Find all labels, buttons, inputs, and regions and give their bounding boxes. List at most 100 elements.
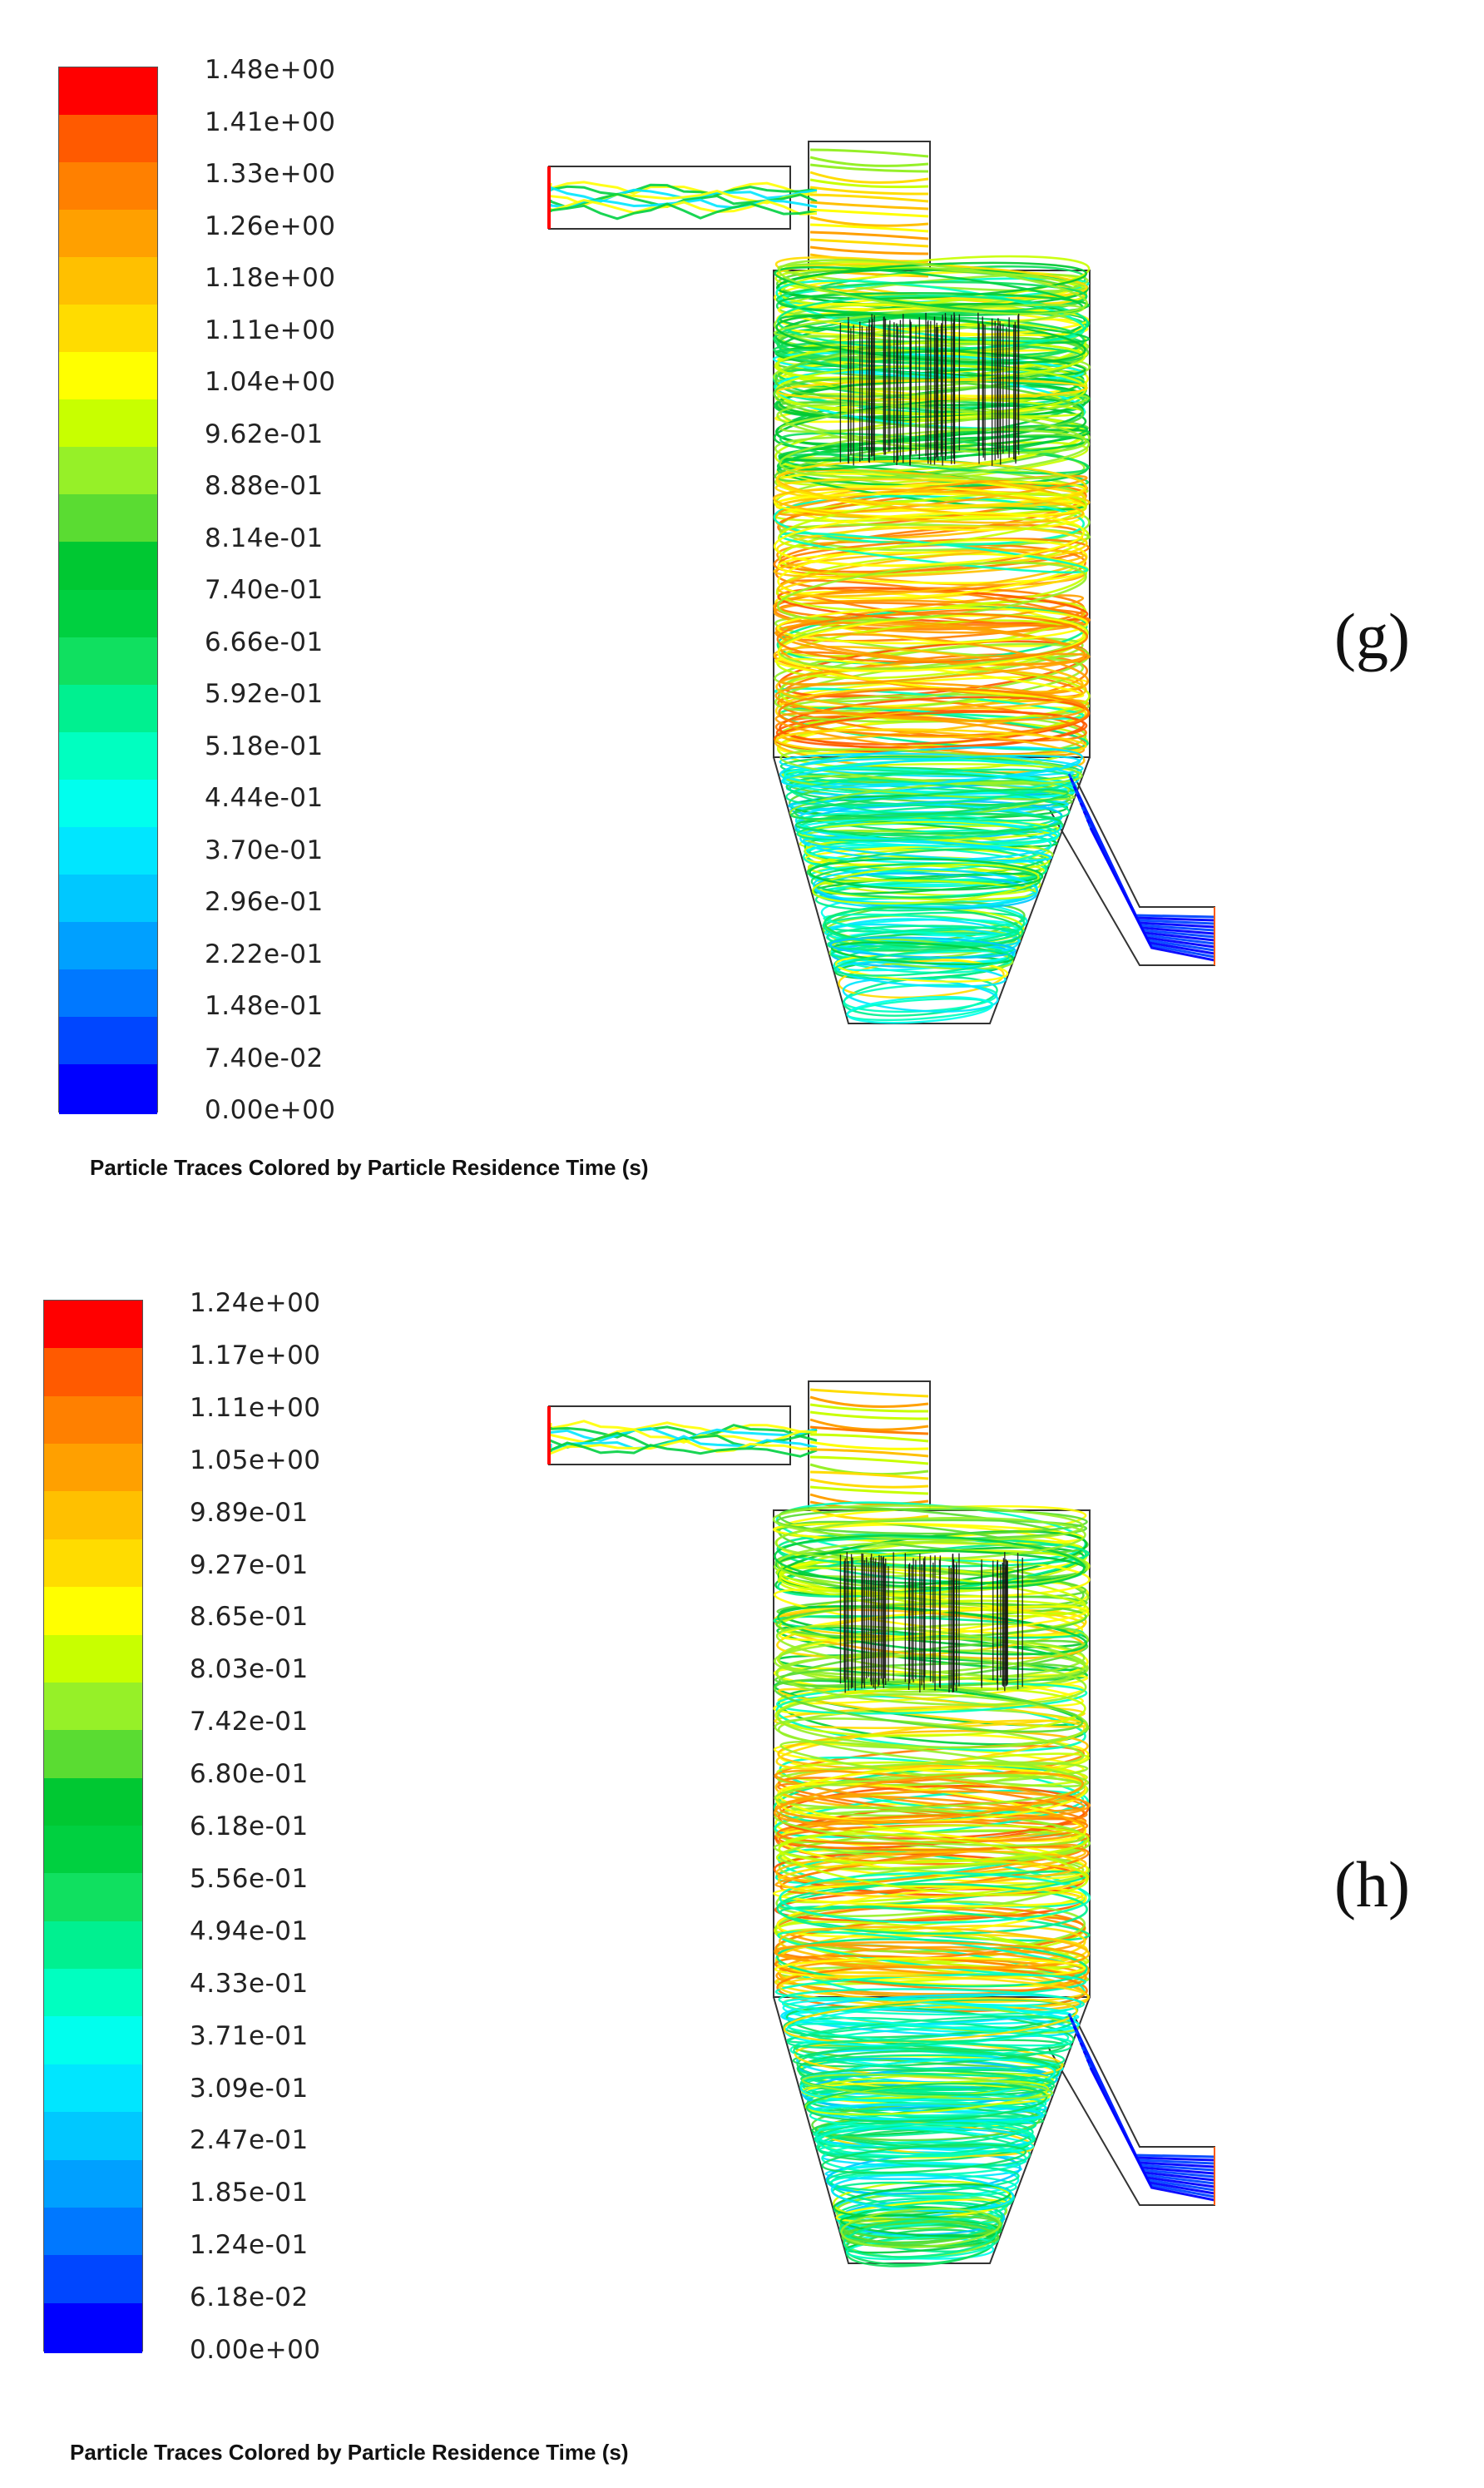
colorbar-segment	[44, 1682, 142, 1732]
swirl-trace	[809, 1448, 929, 1458]
swirl-trace	[809, 857, 1044, 891]
colorbar-tick-label: 8.88e-01	[205, 471, 324, 501]
colorbar-tick-label: 0.00e+00	[190, 2335, 321, 2365]
swirl-trace	[809, 216, 929, 227]
swirl-trace	[789, 796, 1069, 814]
colorbar-tick-label: 2.22e-01	[205, 939, 324, 969]
colorbar-tick-label: 1.33e+00	[205, 159, 336, 189]
colorbar-tick-label: 6.18e-02	[190, 2282, 309, 2313]
swirl-trace	[809, 178, 929, 189]
swirl-trace	[821, 2144, 1027, 2174]
colorbar-segment	[44, 1730, 142, 1781]
colorbar-segment	[44, 1491, 142, 1542]
swirl-trace	[781, 1997, 1081, 2031]
colorbar-tick-label: 2.47e-01	[190, 2125, 309, 2156]
outlet-particle-trace	[1072, 2025, 1215, 2168]
colorbar-segment	[59, 257, 157, 307]
colorbar-segment	[59, 399, 157, 449]
outlet-particle-trace	[1067, 773, 1215, 919]
colorbar-tick-label: 2.96e-01	[205, 887, 324, 917]
swirl-trace	[780, 755, 1081, 789]
outlet-particle-trace	[1074, 2030, 1215, 2172]
colorbar-segment	[44, 1969, 142, 2019]
colorbar-tick-label: 5.92e-01	[205, 679, 324, 709]
swirl-trace	[809, 163, 929, 173]
colorbar-segment	[44, 2207, 142, 2258]
outlet-particle-trace	[1076, 794, 1215, 935]
swirl-trace	[805, 2082, 1048, 2123]
colorbar-segment	[59, 542, 157, 592]
colorbar-segment	[44, 1777, 142, 1828]
outlet-particle-trace	[1089, 827, 1215, 962]
swirl-trace	[809, 1418, 929, 1431]
colorbar-segment	[59, 447, 157, 497]
cyclone-particle-traces-g	[547, 141, 1215, 1024]
colorbar-tick-label: 8.65e-01	[190, 1602, 309, 1633]
colorbar-tick-label: 3.70e-01	[205, 835, 324, 865]
swirl-trace	[809, 1410, 929, 1420]
swirl-trace	[775, 728, 1087, 757]
colorbar-tick-label: 1.48e-01	[205, 991, 324, 1021]
colorbar-tick-label: 1.26e+00	[205, 211, 336, 241]
swirl-trace	[777, 295, 1089, 350]
colorbar-tick-label: 1.04e+00	[205, 367, 336, 397]
swirl-trace	[809, 1403, 929, 1413]
colorbar-tick-label: 3.71e-01	[190, 2020, 309, 2051]
colorbar-segment	[59, 1063, 157, 1114]
colorbar-segment	[44, 2159, 142, 2210]
colorbar-segment	[44, 1444, 142, 1494]
colorbar-tick-label: 6.66e-01	[205, 627, 324, 657]
swirl-trace	[809, 223, 929, 233]
inlet-particle-trace	[549, 1424, 818, 1439]
swirl-trace	[779, 748, 1083, 786]
colorbar-tick-label: 1.17e+00	[190, 1340, 321, 1370]
swirl-trace	[778, 687, 1090, 737]
colorbar-segment	[44, 2112, 142, 2163]
colorbar-segment	[59, 826, 157, 877]
colorbar-ticks-g: 1.48e+00 1.41e+00 1.33e+00 1.26e+00 1.18e+00…	[205, 55, 371, 1125]
colorbar-segment	[59, 115, 157, 165]
swirl-trace	[813, 868, 1039, 909]
swirl-trace	[778, 1832, 1089, 1896]
swirl-trace	[809, 171, 929, 184]
swirl-trace	[773, 1885, 1085, 1908]
inlet-particle-trace	[549, 202, 818, 221]
colorbar-tick-label: 9.62e-01	[205, 419, 324, 449]
swirl-trace	[775, 459, 1088, 507]
swirl-trace	[776, 379, 1088, 401]
swirl-trace	[779, 1790, 1091, 1824]
colorbar-tick-label: 1.85e-01	[190, 2178, 309, 2208]
colorbar-tick-label: 7.42e-01	[190, 1707, 309, 1737]
swirl-trace	[777, 492, 1088, 551]
swirl-trace	[816, 2123, 1034, 2158]
swirl-trace	[776, 1693, 1089, 1749]
swirl-trace	[774, 1806, 1086, 1847]
swirl-trace	[779, 255, 1091, 307]
swirl-trace	[830, 941, 1015, 965]
swirl-trace	[774, 1957, 1086, 1980]
swirl-trace	[785, 2005, 1075, 2052]
colorbar-segment	[44, 1539, 142, 1589]
swirl-trace	[774, 1687, 1086, 1737]
swirl-trace	[821, 2141, 1027, 2176]
swirl-trace	[776, 561, 1087, 622]
swirl-trace	[793, 2039, 1066, 2071]
swirl-trace	[809, 193, 929, 203]
swirl-trace	[809, 156, 929, 167]
colorbar-tick-label: 1.24e-01	[190, 2230, 309, 2261]
colorbar-ticks-h: 1.24e+00 1.17e+00 1.11e+00 1.05e+00 9.89e-01…	[190, 1288, 356, 2365]
colorbar-segment	[59, 210, 157, 260]
inlet-particle-trace	[549, 186, 818, 203]
swirl-trace	[774, 657, 1085, 712]
swirl-trace	[809, 148, 929, 158]
swirl-trace	[834, 949, 1011, 977]
swirl-trace	[840, 2208, 1002, 2248]
colorbar-tick-label: 1.05e+00	[190, 1445, 321, 1475]
swirl-trace	[774, 1534, 1086, 1590]
colorbar-segment	[44, 1301, 142, 1351]
colorbar-tick-label: 4.94e-01	[190, 1916, 309, 1946]
colorbar-tick-label: 1.41e+00	[205, 107, 336, 137]
swirl-trace	[801, 2073, 1054, 2100]
colorbar-tick-label: 7.40e-02	[205, 1043, 324, 1073]
colorbar-segment	[59, 921, 157, 972]
